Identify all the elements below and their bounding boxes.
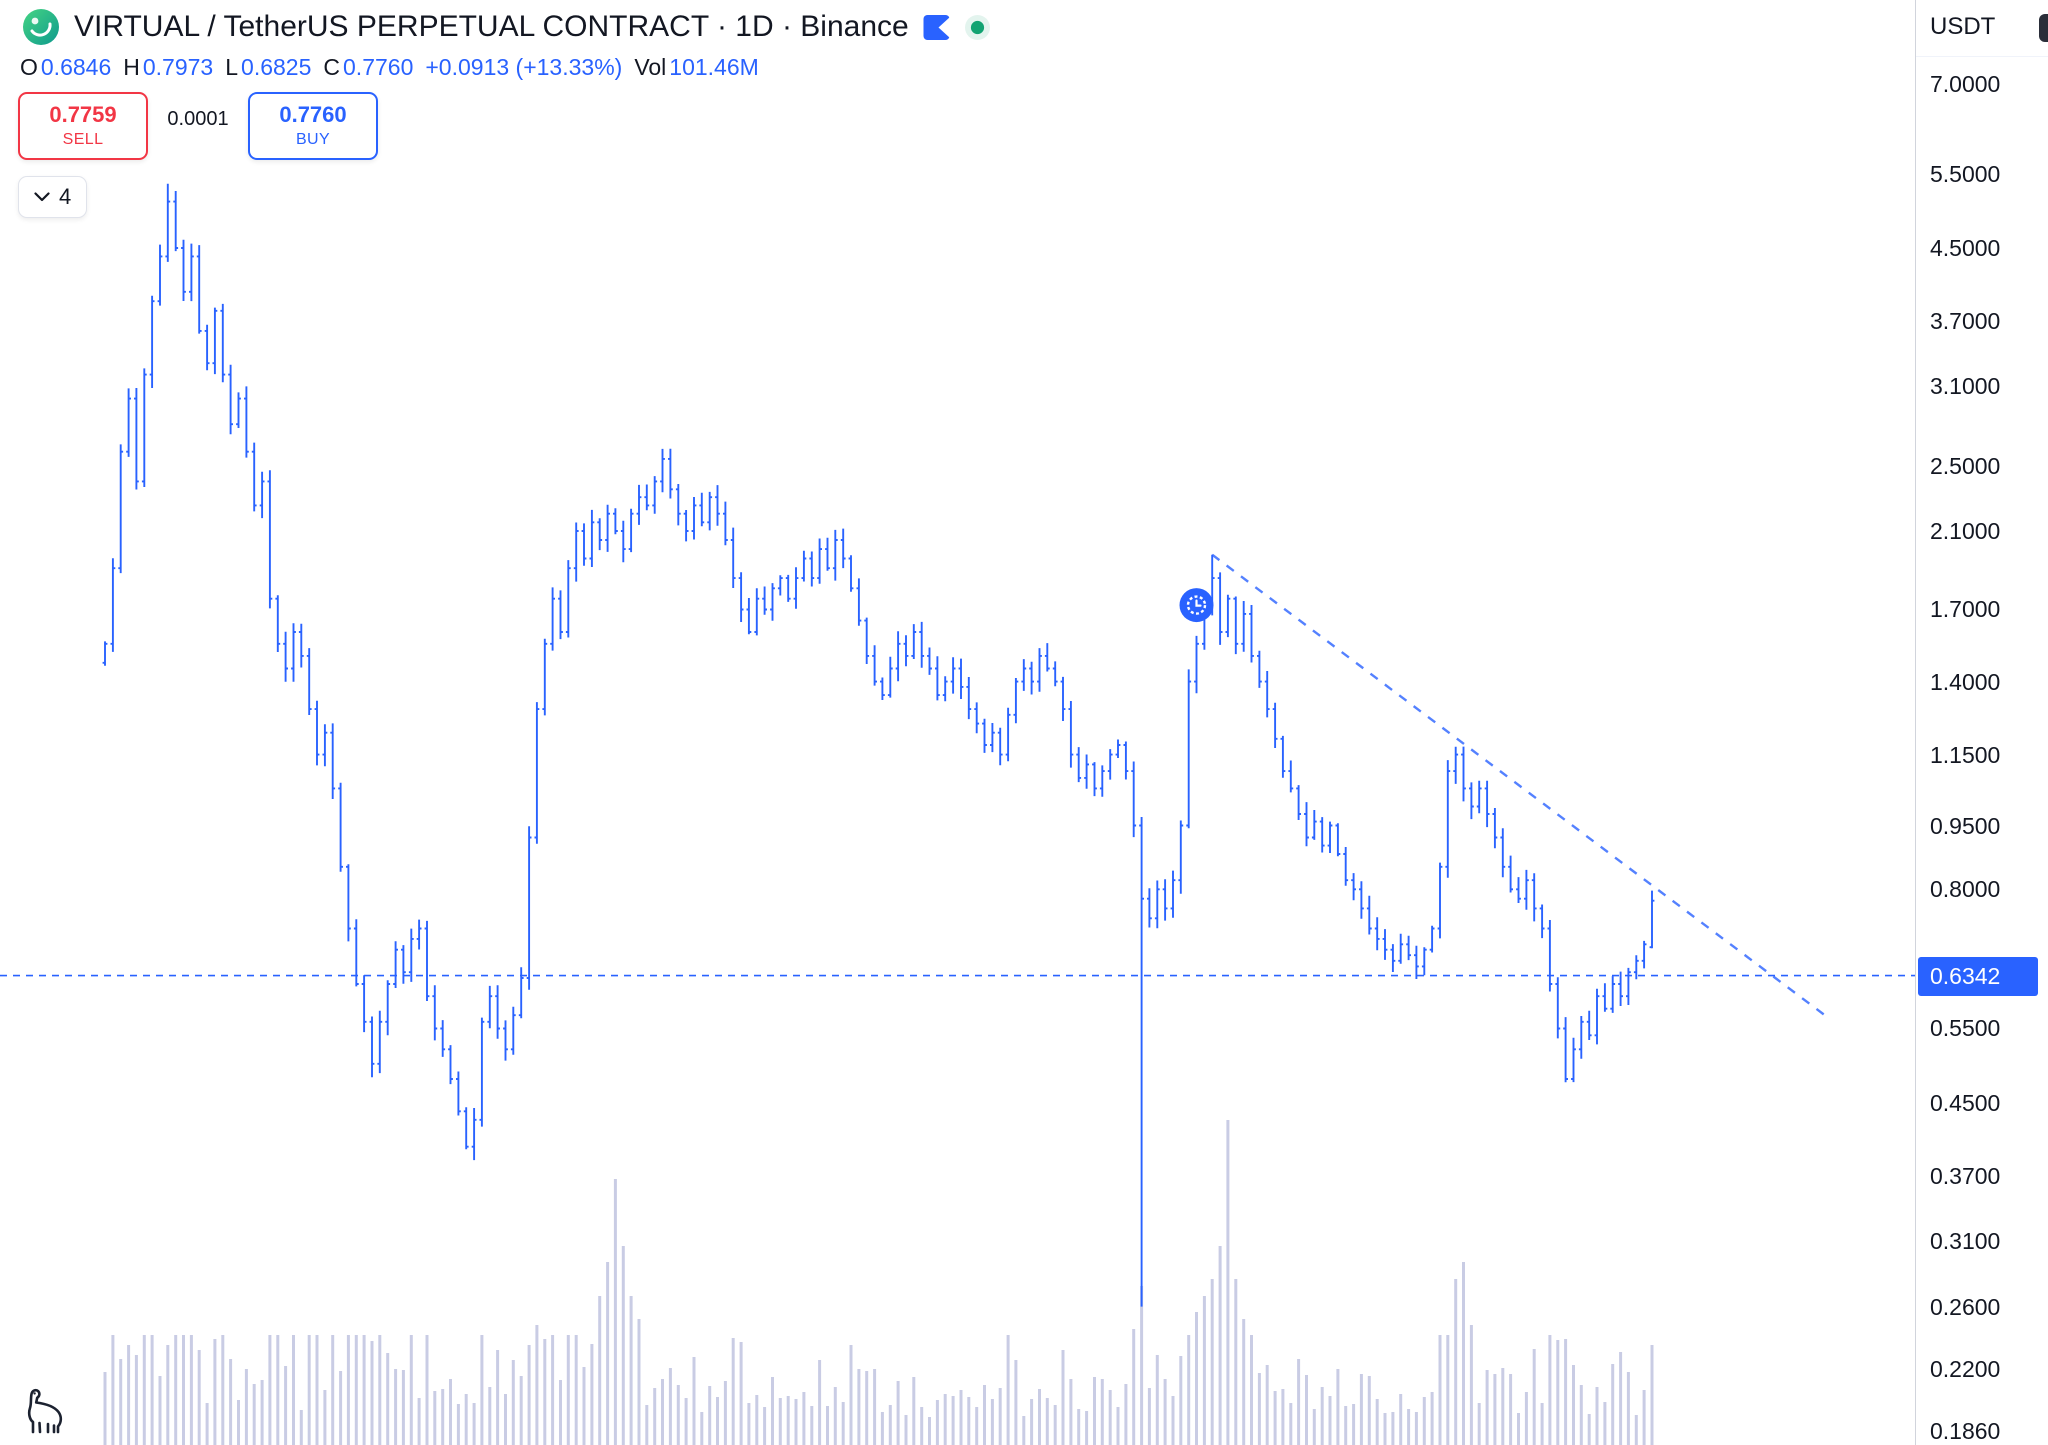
axis-currency-label[interactable]: USDT	[1930, 13, 1996, 40]
price-axis-label: 0.2600	[1930, 1293, 2001, 1320]
price-axis-label: 7.0000	[1930, 71, 2001, 97]
price-chart-canvas[interactable]	[0, 0, 1915, 1445]
change-value: +0.0913 (+13.33%)	[425, 54, 623, 80]
panel-edge-nub[interactable]	[2039, 14, 2048, 42]
open-label: O	[20, 54, 38, 80]
price-axis-label: 0.5500	[1930, 1015, 2001, 1042]
collapsed-indicators-pill[interactable]: 4	[18, 176, 88, 218]
ohlc-readout: O 0.6846 H 0.7973 L 0.6825 C 0.7760 +0.0913 …	[20, 54, 759, 81]
price-axis-label: 5.5000	[1930, 160, 2001, 187]
buy-price: 0.7760	[279, 102, 347, 128]
price-axis-label: 1.7000	[1930, 596, 2001, 623]
chevron-down-icon	[34, 192, 50, 202]
collapsed-count: 4	[59, 184, 72, 209]
price-bars-series	[104, 183, 1653, 1307]
market-status-icon	[964, 14, 990, 40]
spread-value: 0.0001	[167, 108, 229, 130]
price-axis-label: 0.3700	[1930, 1162, 2001, 1189]
volume-label: Vol	[634, 54, 667, 80]
price-axis-label: 3.7000	[1930, 307, 2001, 334]
price-axis-label: 3.1000	[1930, 373, 2001, 400]
price-axis-label: 4.5000	[1930, 235, 2001, 262]
price-axis-label: 0.1860	[1930, 1418, 2001, 1444]
volume-value: 101.46M	[669, 54, 759, 80]
price-axis-label: 2.5000	[1930, 453, 2001, 480]
price-axis-label: 0.3100	[1930, 1228, 2001, 1255]
price-axis-label: 0.9500	[1930, 812, 2001, 839]
symbol-header: VIRTUAL / TetherUS PERPETUAL CONTRACT · …	[22, 8, 991, 46]
axis-separator	[1916, 56, 2048, 57]
price-axis[interactable]: USDT 7.0000 5.5000 4.5000 3.7000 3.1000 2.500…	[1915, 0, 2048, 1445]
descending-trendline[interactable]	[1211, 553, 1826, 1017]
open-value: 0.6846	[40, 54, 112, 80]
sell-price: 0.7759	[49, 102, 117, 128]
price-axis-label: 1.1500	[1930, 741, 2001, 768]
symbol-logo-icon	[23, 9, 59, 45]
high-value: 0.7973	[142, 54, 214, 80]
price-axis-label: 0.8000	[1930, 876, 2001, 903]
flag-icon[interactable]	[923, 14, 950, 41]
symbol-title[interactable]: VIRTUAL / TetherUS PERPETUAL CONTRACT · …	[74, 10, 909, 43]
price-axis-label: 2.1000	[1930, 518, 2001, 545]
low-value: 0.6825	[241, 54, 312, 80]
price-axis-label: 1.4000	[1930, 668, 2001, 695]
trade-panel: 0.7759 SELL 0.0001 0.7760 BUY	[18, 92, 378, 160]
close-label: C	[323, 54, 341, 80]
price-axis-label: 0.4500	[1930, 1089, 2001, 1116]
close-value: 0.7760	[343, 54, 414, 80]
volume-series	[103, 1120, 1654, 1445]
price-axis-label: 0.2200	[1930, 1355, 2001, 1382]
buy-button[interactable]: 0.7760 BUY	[248, 92, 378, 160]
sell-button[interactable]: 0.7759 SELL	[18, 92, 148, 160]
high-label: H	[123, 54, 140, 80]
low-label: L	[225, 54, 239, 80]
current-price-tag: 0.6342	[1918, 956, 2038, 996]
buy-button-label: BUY	[295, 130, 331, 148]
dino-logo-icon	[22, 1386, 72, 1439]
price-bars-ticks	[102, 200, 1655, 1148]
alert-icon[interactable]	[1179, 588, 1214, 623]
sell-button-label: SELL	[62, 130, 104, 148]
